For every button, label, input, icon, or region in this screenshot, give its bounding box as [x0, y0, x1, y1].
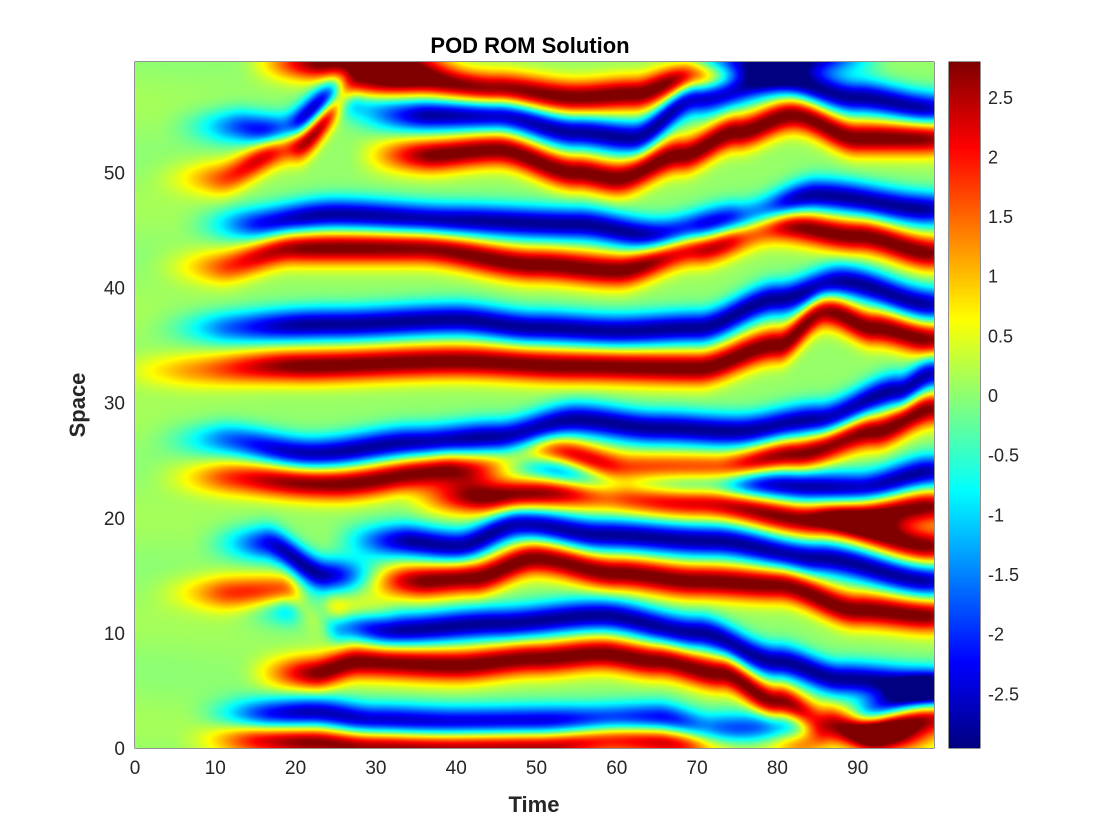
colorbar-tick-label: 1 [988, 267, 998, 287]
heatmap-canvas [135, 62, 934, 748]
y-tick-label: 30 [104, 394, 125, 415]
colorbar-tick-label: 0 [988, 386, 998, 406]
colorbar-tick-label: 2.5 [988, 88, 1013, 108]
colorbar-tick-label: 0.5 [988, 326, 1013, 346]
x-tick-label: 80 [767, 758, 788, 779]
colorbar-tick-label: -0.5 [988, 446, 1019, 466]
colorbar-canvas [949, 62, 980, 748]
x-tick-label: 10 [205, 758, 226, 779]
colorbar-tick-label: -1.5 [988, 565, 1019, 585]
y-tick-label: 10 [104, 624, 125, 645]
y-tick-label: 0 [114, 739, 125, 760]
colorbar-tick-label: -1 [988, 505, 1004, 525]
x-tick-label: 50 [526, 758, 547, 779]
x-axis: 0 10 20 30 40 50 60 70 80 90 [130, 62, 868, 779]
y-axis-label: Space [65, 373, 90, 438]
colorbar-tick-label: -2 [988, 625, 1004, 645]
colorbar-axis: 2.5 2 1.5 1 0.5 0 -0.5 -1 -1.5 -2 -2.5 [975, 88, 1019, 704]
x-tick-label: 40 [446, 758, 467, 779]
x-tick-label: 70 [687, 758, 708, 779]
colorbar-tick-label: -2.5 [988, 684, 1019, 704]
colorbar-tick-label: 2 [988, 147, 998, 167]
x-axis-label: Time [509, 792, 560, 817]
colorbar-tick-label: 1.5 [988, 207, 1013, 227]
x-tick-label: 60 [606, 758, 627, 779]
x-tick-label: 90 [847, 758, 868, 779]
x-tick-label: 20 [285, 758, 306, 779]
x-tick-label: 0 [130, 758, 141, 779]
chart-title: POD ROM Solution [430, 33, 629, 58]
y-tick-label: 50 [104, 163, 125, 184]
x-tick-label: 30 [365, 758, 386, 779]
y-tick-label: 20 [104, 509, 125, 530]
y-tick-label: 40 [104, 279, 125, 300]
